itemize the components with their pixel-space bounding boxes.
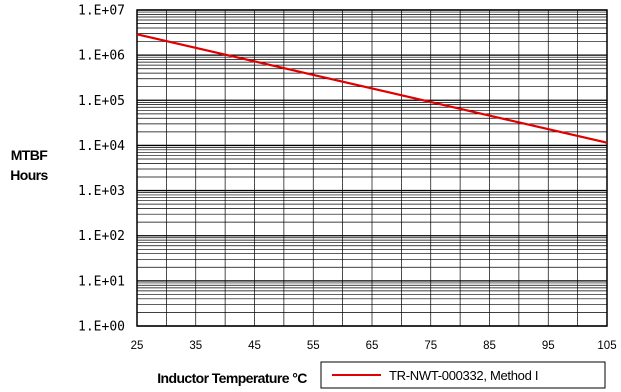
y-tick-label: 1.E+00 bbox=[78, 320, 125, 335]
legend: TR-NWT-000332, Method I bbox=[320, 361, 606, 389]
y-tick-label: 1.E+04 bbox=[78, 139, 125, 154]
plot-frame bbox=[136, 9, 608, 327]
y-axis-label-line-1: MTBF bbox=[11, 147, 49, 163]
y-tick-label: 1.E+02 bbox=[78, 229, 125, 244]
x-tick-label: 45 bbox=[248, 340, 261, 352]
y-tick-label: 1.E+01 bbox=[78, 274, 125, 289]
x-tick-labels: 25 35 45 55 65 75 85 95 105 bbox=[131, 340, 617, 352]
y-tick-label: 1.E+03 bbox=[78, 184, 125, 199]
x-tick-label: 95 bbox=[542, 340, 555, 352]
y-axis-label-line-2: Hours bbox=[10, 167, 48, 183]
x-tick-label: 105 bbox=[597, 340, 616, 352]
series-line bbox=[136, 33, 608, 144]
x-tick-label: 35 bbox=[189, 340, 202, 352]
series-layer bbox=[136, 33, 608, 144]
y-tick-label: 1.E+06 bbox=[78, 49, 125, 64]
x-tick-label: 55 bbox=[307, 340, 320, 352]
y-tick-labels: 1.E+00 1.E+01 1.E+02 1.E+03 1.E+04 1.E+05 1.E+… bbox=[78, 4, 125, 335]
x-tick-label: 25 bbox=[131, 340, 144, 352]
y-tick-label: 1.E+07 bbox=[78, 4, 125, 19]
x-tick-label: 75 bbox=[424, 340, 437, 352]
x-tick-label: 65 bbox=[366, 340, 379, 352]
x-tick-label: 85 bbox=[483, 340, 496, 352]
legend-label: TR-NWT-000332, Method I bbox=[389, 368, 538, 383]
x-axis-label: Inductor Temperature °C bbox=[157, 370, 307, 386]
y-tick-label: 1.E+05 bbox=[78, 94, 125, 109]
